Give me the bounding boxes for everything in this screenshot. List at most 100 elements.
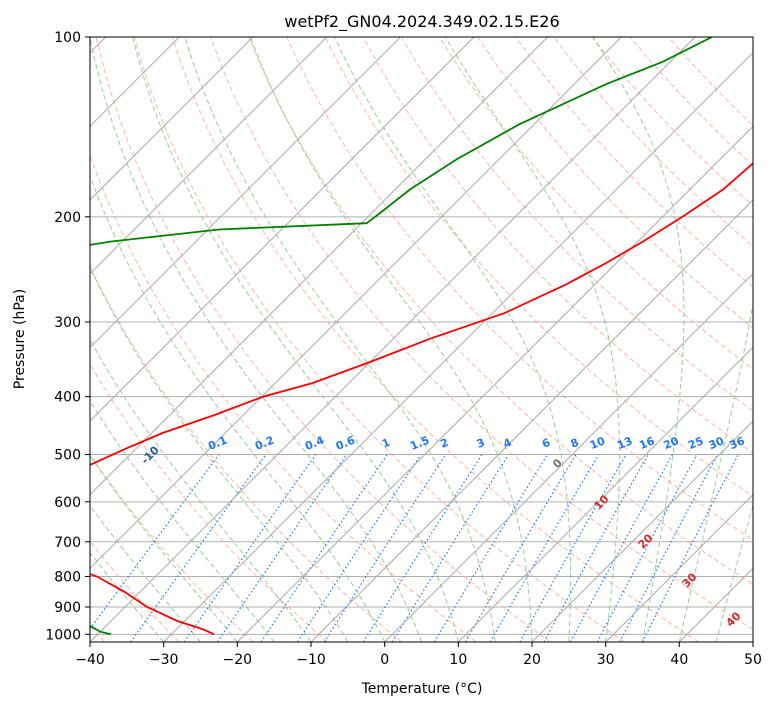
moist-adiabat-line [249,37,533,642]
isotherm-line [163,51,753,642]
moist-adiabat-line [90,454,238,642]
isotherm-line [90,37,254,201]
dry-adiabat-line [90,153,477,642]
mixing-ratio-line [519,454,627,642]
isotherm-line [90,37,401,349]
chart-title: wetPf2_GN04.2024.349.02.15.E26 [284,12,559,32]
x-tick-label: −10 [296,652,326,668]
y-tick-label: 100 [54,30,81,46]
dry-adiabat-line [362,37,753,455]
moist-adiabat-line [90,400,275,642]
y-tick-label: 400 [54,390,81,406]
isotherm-line [457,346,753,642]
y-tick-label: 500 [54,448,81,464]
isotherm-line [531,420,753,642]
moist-adiabat-line [90,266,349,642]
moist-adiabat-line [90,174,386,642]
moist-adiabat-line [445,37,621,642]
x-tick-label: 40 [670,652,688,668]
moist-adiabat-line [592,37,685,642]
dry-adiabat-line [90,265,403,642]
x-tick-label: 20 [523,652,541,668]
mixing-ratio-label: 0.2 [253,434,276,453]
dry-adiabat-label: 30 [680,570,700,590]
dry-adiabat-line [668,37,753,127]
mixing-ratio-line [489,454,600,642]
dry-adiabat-line [400,37,753,412]
temperature-line [90,162,753,636]
isotherm-line [236,125,753,642]
moist-adiabat-line [334,37,571,642]
dry-adiabat-line [477,37,753,329]
x-tick-label: 10 [449,652,467,668]
plot-frame [89,36,754,643]
mixing-ratio-label: 1.5 [408,434,431,453]
moist-adiabat-line [90,338,312,642]
mixing-ratio-label: 8 [569,436,581,451]
isotherm-line [678,567,753,642]
mixing-ratio-line [569,454,673,642]
mixing-ratio-lines [90,454,739,642]
mixing-ratio-label: 0.4 [303,433,326,452]
x-axis: −40 −30 −20 −10 0 10 20 30 40 50 [75,642,762,668]
isotherm-line [90,37,549,496]
dry-adiabat-line [248,37,753,586]
moist-adiabats [90,37,753,642]
mixing-ratio-label: 0.1 [206,434,229,453]
mixing-ratio-label: 13 [615,434,634,452]
x-axis-label: Temperature (°C) [361,681,483,697]
dry-adiabat-line [324,37,753,498]
dry-adiabat-line [171,37,700,642]
mixing-ratio-label: 4 [501,436,513,451]
mixing-ratio-label: 20 [662,434,681,452]
moist-adiabat-line [90,504,201,642]
mixing-ratio-line [464,454,577,642]
mixing-ratio-line [216,454,348,642]
mixing-ratio-line [296,454,422,642]
isotherm-line [752,641,753,642]
y-tick-label: 600 [54,495,81,511]
mixing-ratio-label: 16 [637,434,656,452]
x-tick-label: 0 [380,652,389,668]
y-axis-label: Pressure (hPa) [12,289,28,389]
adiabat-labels: 0.10.20.40.611.52346810131620253036-100-… [139,433,747,629]
isotherm-line [605,493,753,642]
mixing-ratio-line [130,454,267,642]
plot-area: 0.10.20.40.611.52346810131620253036-100-… [90,37,753,642]
x-tick-label: 30 [597,652,615,668]
mixing-ratio-label: 25 [686,434,705,452]
dry-adiabat-line [210,37,753,631]
y-tick-label: 900 [54,600,81,616]
moist-adiabat-line [132,37,459,642]
mixing-ratio-label: 6 [540,436,552,451]
mixing-ratio-label: 36 [728,434,747,452]
mixing-ratio-line [183,454,317,642]
mixing-ratio-label: 10 [588,434,607,452]
isotherm-line [90,37,475,422]
dry-adiabats [90,37,753,642]
dry-adiabat-label: 20 [636,531,656,551]
moist-adiabat-line [678,301,753,642]
dry-adiabat-line [286,37,753,541]
mixing-ratio-label: 3 [475,436,487,451]
mixing-ratio-line [433,454,549,642]
mixing-ratio-label: 1 [380,436,392,451]
y-tick-label: 700 [54,535,81,551]
isotherm-line [384,272,753,642]
mixing-ratio-line [90,454,220,630]
x-tick-label: −20 [223,652,253,668]
y-tick-label: 800 [54,569,81,585]
dry-adiabat-line [553,37,753,247]
isotherm-line [310,199,753,642]
y-tick-label: 200 [54,210,81,226]
mixing-ratio-label: 30 [707,434,726,452]
mixing-ratio-line [323,454,447,642]
x-tick-label: −30 [149,652,179,668]
series-lines [90,37,753,636]
dry-adiabat-line [90,453,254,642]
x-tick-label: −40 [75,652,105,668]
dry-adiabat-line [95,37,551,642]
x-tick-label: 50 [744,652,762,668]
y-axis: 100 200 300 400 500 600 700 800 900 1000 [45,30,90,643]
